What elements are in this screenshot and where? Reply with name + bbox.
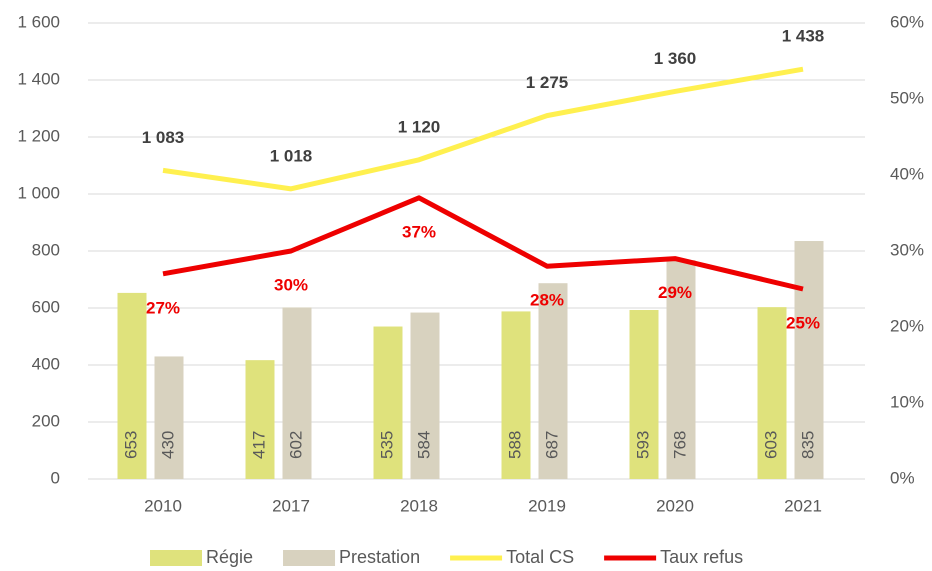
line-value-label: 1 275 — [526, 73, 569, 92]
bar-value-label: 687 — [542, 431, 561, 459]
y2-tick-label: 40% — [890, 164, 924, 183]
line-series — [162, 66, 804, 192]
bar-value-label: 602 — [286, 431, 305, 459]
line-value-label: 30% — [274, 275, 308, 294]
bar — [245, 360, 275, 479]
line-value-label: 29% — [658, 283, 692, 302]
x-tick-label: 2017 — [272, 496, 310, 515]
bar — [282, 307, 312, 479]
legend-label: Prestation — [339, 547, 420, 567]
bar — [501, 311, 531, 479]
bar — [629, 309, 659, 479]
y2-tick-label: 0% — [890, 468, 915, 487]
line-value-label: 1 083 — [142, 128, 185, 147]
bar-value-label: 603 — [761, 431, 780, 459]
bar — [410, 312, 440, 479]
bar — [666, 260, 696, 479]
bar — [154, 356, 184, 479]
bar — [757, 307, 787, 479]
bar-value-label: 430 — [158, 431, 177, 459]
y-tick-label: 1 400 — [17, 69, 60, 88]
y2-tick-label: 10% — [890, 392, 924, 411]
y-tick-label: 400 — [32, 354, 60, 373]
bar — [538, 283, 568, 479]
x-tick-label: 2010 — [144, 496, 182, 515]
x-tick-label: 2021 — [784, 496, 822, 515]
y2-tick-label: 50% — [890, 88, 924, 107]
x-tick-label: 2020 — [656, 496, 694, 515]
y-tick-label: 800 — [32, 240, 60, 259]
y-tick-label: 1 600 — [17, 12, 60, 31]
line-value-label: 28% — [530, 291, 564, 310]
bar-value-label: 588 — [505, 431, 524, 459]
line-value-label: 1 018 — [270, 146, 313, 165]
y-tick-label: 1 000 — [17, 183, 60, 202]
line-value-label: 27% — [146, 298, 180, 317]
y-tick-label: 0 — [51, 468, 60, 487]
bar-value-label: 417 — [249, 431, 268, 459]
line-series — [162, 195, 804, 292]
legend-label: Régie — [206, 547, 253, 567]
line-value-label: 1 360 — [654, 49, 697, 68]
legend-swatch — [150, 550, 202, 566]
bar-value-label: 768 — [670, 431, 689, 459]
line-value-label: 25% — [786, 313, 820, 332]
y-tick-label: 200 — [32, 411, 60, 430]
line-value-label: 37% — [402, 222, 436, 241]
bar-value-label: 535 — [377, 431, 396, 459]
y2-tick-label: 20% — [890, 316, 924, 335]
bar-value-label: 593 — [633, 431, 652, 459]
bar — [794, 241, 824, 479]
bar — [373, 326, 403, 479]
line-value-label: 1 438 — [782, 27, 825, 46]
bar-value-label: 835 — [798, 431, 817, 459]
y-tick-label: 600 — [32, 297, 60, 316]
line-value-label: 1 120 — [398, 117, 441, 136]
bar — [117, 292, 147, 479]
legend-swatch — [283, 550, 336, 566]
legend-label: Taux refus — [660, 547, 743, 567]
y-tick-label: 1 200 — [17, 126, 60, 145]
x-tick-label: 2019 — [528, 496, 566, 515]
bar-value-label: 584 — [414, 431, 433, 459]
x-tick-label: 2018 — [400, 496, 438, 515]
y2-tick-label: 30% — [890, 240, 924, 259]
legend-label: Total CS — [506, 547, 574, 567]
bar-value-label: 653 — [121, 431, 140, 459]
y2-tick-label: 60% — [890, 12, 924, 31]
